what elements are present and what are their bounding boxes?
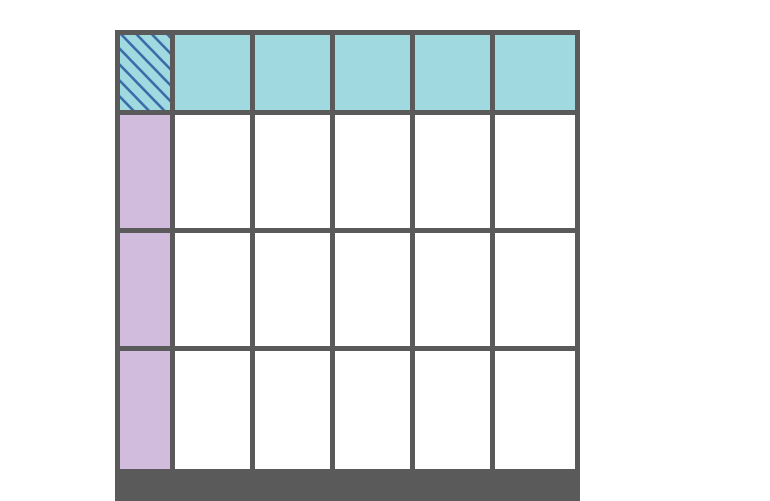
data-cell	[335, 115, 415, 233]
data-cell	[255, 115, 335, 233]
column-header-cell	[175, 35, 255, 115]
grid-diagram	[115, 30, 580, 501]
data-cell	[175, 351, 255, 469]
data-cell	[335, 351, 415, 469]
column-header-cell	[415, 35, 495, 115]
data-cell	[335, 233, 415, 351]
column-header-cell	[495, 35, 575, 115]
data-cell	[255, 351, 335, 469]
row-header-cell	[120, 115, 175, 233]
row-header-cell	[120, 233, 175, 351]
data-cell	[415, 351, 495, 469]
data-cell	[495, 233, 575, 351]
column-header-cell	[335, 35, 415, 115]
data-cell	[415, 115, 495, 233]
data-cell	[495, 115, 575, 233]
column-header-cell	[255, 35, 335, 115]
data-cell	[255, 233, 335, 351]
corner-cell	[120, 35, 175, 115]
row-header-cell	[120, 351, 175, 469]
data-cell	[415, 233, 495, 351]
data-cell	[175, 115, 255, 233]
data-cell	[175, 233, 255, 351]
hatch-pattern	[120, 35, 170, 110]
data-cell	[495, 351, 575, 469]
